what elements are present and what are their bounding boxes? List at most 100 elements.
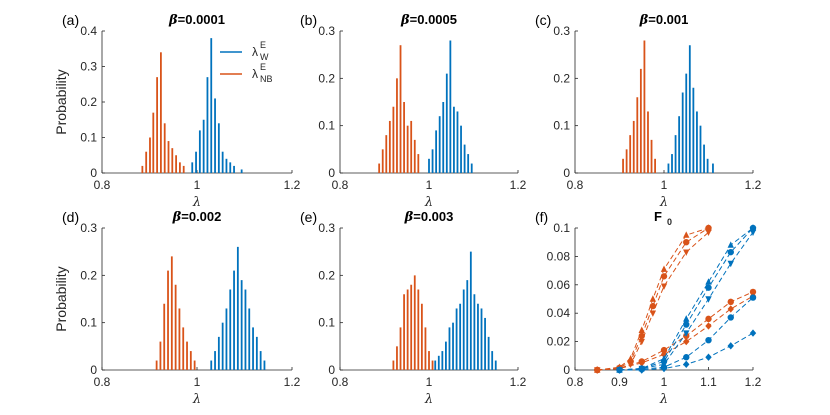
marker-point <box>649 295 657 302</box>
y-tick-label: 0.2 <box>318 71 335 85</box>
panel-title-sub: 0 <box>667 217 672 227</box>
title-beta: β <box>172 210 182 225</box>
marker-point <box>638 366 645 374</box>
marker-point <box>705 229 712 236</box>
marker-point <box>660 265 668 272</box>
marker-point <box>683 337 690 346</box>
y-tick-label: 0.3 <box>318 221 335 235</box>
title-value: =0.001 <box>648 12 688 27</box>
marker-point <box>638 338 645 346</box>
y-tick-label: 0.02 <box>547 335 571 349</box>
legend-w-sub: W <box>260 52 269 62</box>
x-tick-label: 1.2 <box>510 178 527 192</box>
y-tick-label: 0.08 <box>547 249 571 263</box>
marker-point <box>683 239 690 246</box>
marker-point <box>683 354 690 361</box>
y-tick-label: 0 <box>328 363 335 377</box>
y-tick-label: 0.2 <box>553 71 570 85</box>
x-axis-label: λ <box>192 195 201 210</box>
marker-point <box>638 359 645 367</box>
panel-title: β=0.0005 <box>400 12 457 28</box>
x-tick-label: 1 <box>426 375 433 389</box>
y-tick-label: 0.3 <box>553 24 570 38</box>
legend-w-symbol: λ <box>252 45 258 59</box>
legend: λ E W λ E NB <box>220 40 273 84</box>
marker-point <box>749 229 757 236</box>
panel-label: (c) <box>535 12 551 28</box>
x-tick-label: 1 <box>194 375 201 389</box>
x-tick-label: 1.2 <box>745 375 762 389</box>
x-tick-label: 1.2 <box>284 375 301 389</box>
marker-point <box>727 260 734 268</box>
title-beta: β <box>400 13 410 28</box>
marker-point <box>660 273 668 280</box>
x-axis-label: λ <box>424 392 433 407</box>
x-tick-label: 0.9 <box>611 375 628 389</box>
marker-point <box>683 330 690 337</box>
marker-point <box>727 248 734 256</box>
x-tick-label: 1.2 <box>745 178 762 192</box>
legend-nb-sup: E <box>260 62 266 72</box>
marker-point <box>649 310 657 317</box>
x-tick-label: 1 <box>661 375 668 389</box>
y-tick-label: 0.1 <box>553 119 570 133</box>
panel-label: (a) <box>62 12 79 28</box>
marker-point <box>705 284 712 291</box>
marker-point <box>594 366 601 374</box>
y-tick-label: 0.2 <box>80 268 97 282</box>
title-value: =0.002 <box>181 209 221 224</box>
panel-label: (f) <box>535 209 548 225</box>
x-axis-label: λ <box>659 392 668 407</box>
legend-nb-sub: NB <box>260 74 273 84</box>
panel-label: (e) <box>300 209 317 225</box>
marker-point <box>705 315 712 323</box>
y-tick-label: 0.1 <box>80 316 97 330</box>
panel-label: (d) <box>62 209 79 225</box>
marker-point <box>683 321 690 328</box>
marker-point <box>660 346 668 354</box>
panel-b: 0.8 1 1.2 0 0.1 0.2 0.3(b) β=0.0005 λ <box>300 12 527 210</box>
marker-point <box>727 241 734 248</box>
y-tick-label: 0.3 <box>80 60 97 74</box>
x-tick-label: 0.8 <box>332 178 349 192</box>
panel-title: F <box>654 209 662 224</box>
marker-point <box>683 315 690 322</box>
panel-title: β=0.002 <box>172 209 222 225</box>
marker-point <box>727 305 734 313</box>
title-beta: β <box>168 13 178 28</box>
panel-f: 0.8 0.9 1 1.1 1.200.020.040.060.080.1(f) F 0λ <box>535 209 762 407</box>
marker-point <box>705 278 712 285</box>
x-axis-label: λ <box>424 195 433 210</box>
y-tick-label: 0 <box>563 363 570 377</box>
y-tick-label: 0 <box>328 166 335 180</box>
panel-title: β=0.0001 <box>168 12 225 28</box>
panel-title: β=0.003 <box>404 209 454 225</box>
marker-point <box>660 364 668 373</box>
y-tick-label: 0.06 <box>547 278 571 292</box>
panel-a: 0.8 1 1.2 0 0.1 0.2 0.3 0.4(a) β=0.0001 λ Probabil… <box>53 12 301 210</box>
x-tick-label: 1 <box>661 178 668 192</box>
panel-label: (b) <box>300 12 317 28</box>
y-tick-label: 0.1 <box>553 221 570 235</box>
y-tick-label: 0 <box>563 166 570 180</box>
y-axis-label: Probability <box>53 266 69 331</box>
marker-point <box>749 288 757 296</box>
title-value: =0.0001 <box>178 12 225 27</box>
y-tick-label: 0.3 <box>80 221 97 235</box>
marker-point <box>683 231 690 238</box>
marker-point <box>638 332 645 340</box>
x-tick-label: 0.8 <box>567 375 584 389</box>
y-tick-label: 0.1 <box>80 131 97 145</box>
x-tick-label: 1 <box>194 178 201 192</box>
marker-point <box>683 249 690 256</box>
y-tick-label: 0 <box>90 363 97 377</box>
title-beta: β <box>404 210 414 225</box>
y-axis-label: Probability <box>53 69 69 134</box>
x-tick-label: 1 <box>426 178 433 192</box>
marker-point <box>705 336 712 344</box>
x-axis-label: λ <box>659 195 668 210</box>
marker-point <box>727 342 734 350</box>
marker-point <box>683 360 690 369</box>
marker-point <box>705 296 712 303</box>
